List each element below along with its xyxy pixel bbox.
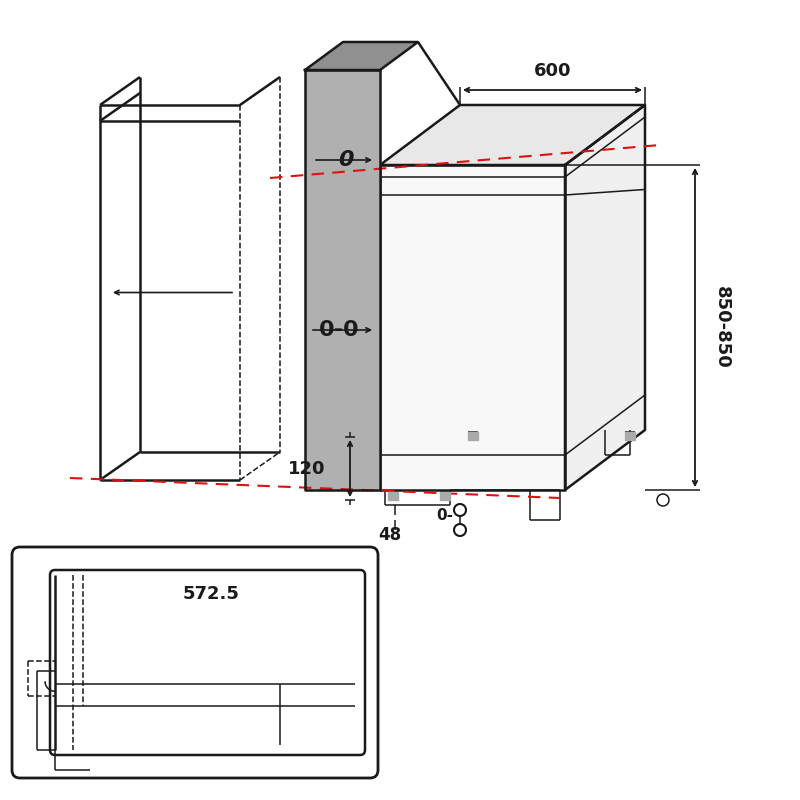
Text: 0: 0 xyxy=(338,150,354,170)
Polygon shape xyxy=(305,70,380,490)
Text: 0-0: 0-0 xyxy=(318,320,359,340)
FancyBboxPatch shape xyxy=(12,547,378,778)
Circle shape xyxy=(454,504,466,516)
Circle shape xyxy=(454,524,466,536)
Text: 120: 120 xyxy=(287,459,325,478)
Text: 572.5: 572.5 xyxy=(183,585,240,603)
Bar xyxy=(625,432,635,440)
Text: 850-850: 850-850 xyxy=(713,286,731,369)
Text: 48: 48 xyxy=(378,526,402,544)
FancyBboxPatch shape xyxy=(50,570,365,755)
Bar xyxy=(468,432,478,440)
Bar xyxy=(440,492,450,500)
Polygon shape xyxy=(380,165,565,490)
Polygon shape xyxy=(380,105,645,165)
Polygon shape xyxy=(305,42,418,70)
Polygon shape xyxy=(565,105,645,490)
Bar xyxy=(388,492,398,500)
Text: 600: 600 xyxy=(534,62,571,80)
Text: 0-: 0- xyxy=(437,507,454,522)
Circle shape xyxy=(657,494,669,506)
